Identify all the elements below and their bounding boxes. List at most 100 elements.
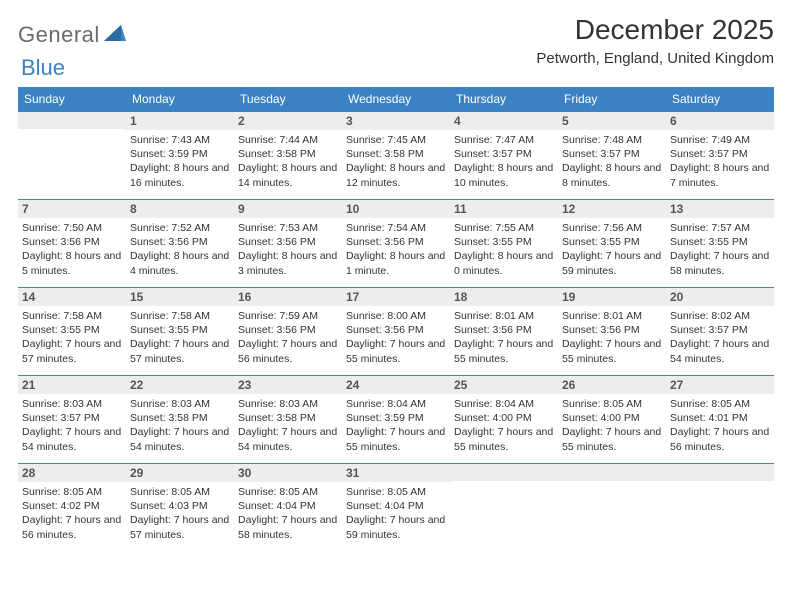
calendar-week-row: 7Sunrise: 7:50 AMSunset: 3:56 PMDaylight… <box>18 199 774 287</box>
sunset-text: Sunset: 3:58 PM <box>238 147 338 161</box>
calendar-week-row: 1Sunrise: 7:43 AMSunset: 3:59 PMDaylight… <box>18 111 774 199</box>
calendar-day-cell: 11 Sunrise: 7:55 AMSunset: 3:55 PMDayligh… <box>450 199 558 287</box>
day-number: 18 <box>450 288 558 306</box>
sunset-text: Sunset: 3:55 PM <box>130 323 230 337</box>
daylight-text: Daylight: 8 hours and 7 minutes. <box>670 161 770 189</box>
calendar-week-row: 28 Sunrise: 8:05 AM Sunset: 4:02 PM Dayligh… <box>18 463 774 551</box>
day-number: 24 <box>342 376 450 394</box>
daylight-text: Daylight: 7 hours and 54 minutes. <box>130 425 230 453</box>
daylight-text: Daylight: 8 hours and 5 minutes. <box>22 249 122 277</box>
day-number: 28 <box>18 464 126 482</box>
daylight-text: Daylight: 8 hours and 0 minutes. <box>454 249 554 277</box>
sunrise-text: Sunrise: 8:05 AM <box>346 485 446 499</box>
day-number: 10 <box>342 200 450 218</box>
sunset-text: Sunset: 3:58 PM <box>130 411 230 425</box>
sunset-text: Sunset: 3:59 PM <box>346 411 446 425</box>
sunrise-text: Sunrise: 8:03 AM <box>22 397 122 411</box>
calendar-table: SundayMondayTuesdayWednesdayThursdayFrid… <box>18 87 774 551</box>
sunset-text: Sunset: 3:57 PM <box>670 323 770 337</box>
sunrise-text: Sunrise: 7:45 AM <box>346 133 446 147</box>
day-number: 13 <box>666 200 774 218</box>
weekday-header: Monday <box>126 87 234 111</box>
weekday-header: Sunday <box>18 87 126 111</box>
day-number: 15 <box>126 288 234 306</box>
sunset-text: Sunset: 3:56 PM <box>454 323 554 337</box>
sunrise-text: Sunrise: 8:05 AM <box>670 397 770 411</box>
daylight-text: Daylight: 8 hours and 16 minutes. <box>130 161 230 189</box>
sunrise-text: Sunrise: 7:55 AM <box>454 221 554 235</box>
daylight-text: Daylight: 7 hours and 58 minutes. <box>238 513 338 541</box>
day-number: 27 <box>666 376 774 394</box>
calendar-day-cell: 31Sunrise: 8:05 AMSunset: 4:04 PMDayligh… <box>342 463 450 551</box>
day-number: 14 <box>18 288 126 306</box>
day-number: 22 <box>126 376 234 394</box>
calendar-day-cell: 12Sunrise: 7:56 AMSunset: 3:55 PMDayligh… <box>558 199 666 287</box>
day-number <box>666 464 774 481</box>
sunset-text: Sunset: 3:57 PM <box>562 147 662 161</box>
sunrise-text: Sunrise: 8:00 AM <box>346 309 446 323</box>
daylight-text: Daylight: 8 hours and 1 minute. <box>346 249 446 277</box>
daylight-text: Daylight: 7 hours and 55 minutes. <box>454 425 554 453</box>
day-number: 16 <box>234 288 342 306</box>
sunset-text: Sunset: 4:04 PM <box>238 499 338 513</box>
sunrise-text: Sunrise: 8:03 AM <box>130 397 230 411</box>
calendar-body: 1Sunrise: 7:43 AMSunset: 3:59 PMDaylight… <box>18 111 774 551</box>
sunrise-text: Sunrise: 8:05 AM <box>562 397 662 411</box>
daylight-text: Daylight: 7 hours and 57 minutes. <box>130 337 230 365</box>
calendar-day-cell: 7Sunrise: 7:50 AMSunset: 3:56 PMDaylight… <box>18 199 126 287</box>
sunrise-text: Sunrise: 7:52 AM <box>130 221 230 235</box>
sunset-text: Sunset: 3:55 PM <box>562 235 662 249</box>
calendar-page: General December 2025 Petworth, England,… <box>0 0 792 565</box>
day-number: 8 <box>126 200 234 218</box>
sunset-text: Sunset: 3:55 PM <box>454 235 554 249</box>
sunset-text: Sunset: 3:56 PM <box>346 235 446 249</box>
logo: General <box>18 22 130 48</box>
calendar-day-cell <box>558 463 666 551</box>
calendar-day-cell: 21Sunrise: 8:03 AMSunset: 3:57 PMDayligh… <box>18 375 126 463</box>
calendar-day-cell <box>450 463 558 551</box>
day-number: 29 <box>126 464 234 482</box>
sunset-text: Sunset: 3:56 PM <box>238 235 338 249</box>
logo-text-blue: Blue <box>21 55 65 80</box>
daylight-text: Daylight: 8 hours and 8 minutes. <box>562 161 662 189</box>
calendar-day-cell: 25Sunrise: 8:04 AMSunset: 4:00 PMDayligh… <box>450 375 558 463</box>
weekday-header: Saturday <box>666 87 774 111</box>
day-number: 1 <box>126 112 234 130</box>
sunset-text: Sunset: 3:57 PM <box>670 147 770 161</box>
sunset-text: Sunset: 3:56 PM <box>22 235 122 249</box>
logo-text-general: General <box>18 22 100 48</box>
day-number: 21 <box>18 376 126 394</box>
day-number: 19 <box>558 288 666 306</box>
calendar-day-cell: 29Sunrise: 8:05 AMSunset: 4:03 PMDayligh… <box>126 463 234 551</box>
calendar-day-cell: 13Sunrise: 7:57 AMSunset: 3:55 PMDayligh… <box>666 199 774 287</box>
day-number <box>450 464 558 481</box>
daylight-text: Daylight: 7 hours and 54 minutes. <box>238 425 338 453</box>
sunrise-text: Sunrise: 8:04 AM <box>454 397 554 411</box>
sunrise-text: Sunrise: 8:04 AM <box>346 397 446 411</box>
sunrise-text: Sunrise: 8:05 AM <box>238 485 338 499</box>
sunrise-text: Sunrise: 7:53 AM <box>238 221 338 235</box>
weekday-header: Wednesday <box>342 87 450 111</box>
sunrise-text: Sunrise: 7:49 AM <box>670 133 770 147</box>
calendar-day-cell: 18Sunrise: 8:01 AMSunset: 3:56 PMDayligh… <box>450 287 558 375</box>
calendar-day-cell: 3Sunrise: 7:45 AMSunset: 3:58 PMDaylight… <box>342 111 450 199</box>
daylight-text: Daylight: 8 hours and 14 minutes. <box>238 161 338 189</box>
sunset-text: Sunset: 3:57 PM <box>454 147 554 161</box>
day-number: 4 <box>450 112 558 130</box>
day-number: 11 <box>450 200 558 218</box>
daylight-text: Daylight: 8 hours and 3 minutes. <box>238 249 338 277</box>
sunset-text: Sunset: 4:02 PM <box>22 499 122 513</box>
day-number: 17 <box>342 288 450 306</box>
sunrise-text: Sunrise: 7:56 AM <box>562 221 662 235</box>
calendar-day-cell: 5Sunrise: 7:48 AMSunset: 3:57 PMDaylight… <box>558 111 666 199</box>
calendar-day-cell: 27Sunrise: 8:05 AMSunset: 4:01 PMDayligh… <box>666 375 774 463</box>
sunset-text: Sunset: 3:58 PM <box>238 411 338 425</box>
daylight-text: Daylight: 7 hours and 54 minutes. <box>670 337 770 365</box>
calendar-day-cell: 30Sunrise: 8:05 AMSunset: 4:04 PMDayligh… <box>234 463 342 551</box>
sunset-text: Sunset: 4:01 PM <box>670 411 770 425</box>
daylight-text: Daylight: 7 hours and 57 minutes. <box>22 337 122 365</box>
calendar-week-row: 14Sunrise: 7:58 AMSunset: 3:55 PMDayligh… <box>18 287 774 375</box>
day-number: 12 <box>558 200 666 218</box>
calendar-day-cell: 4Sunrise: 7:47 AMSunset: 3:57 PMDaylight… <box>450 111 558 199</box>
daylight-text: Daylight: 8 hours and 10 minutes. <box>454 161 554 189</box>
